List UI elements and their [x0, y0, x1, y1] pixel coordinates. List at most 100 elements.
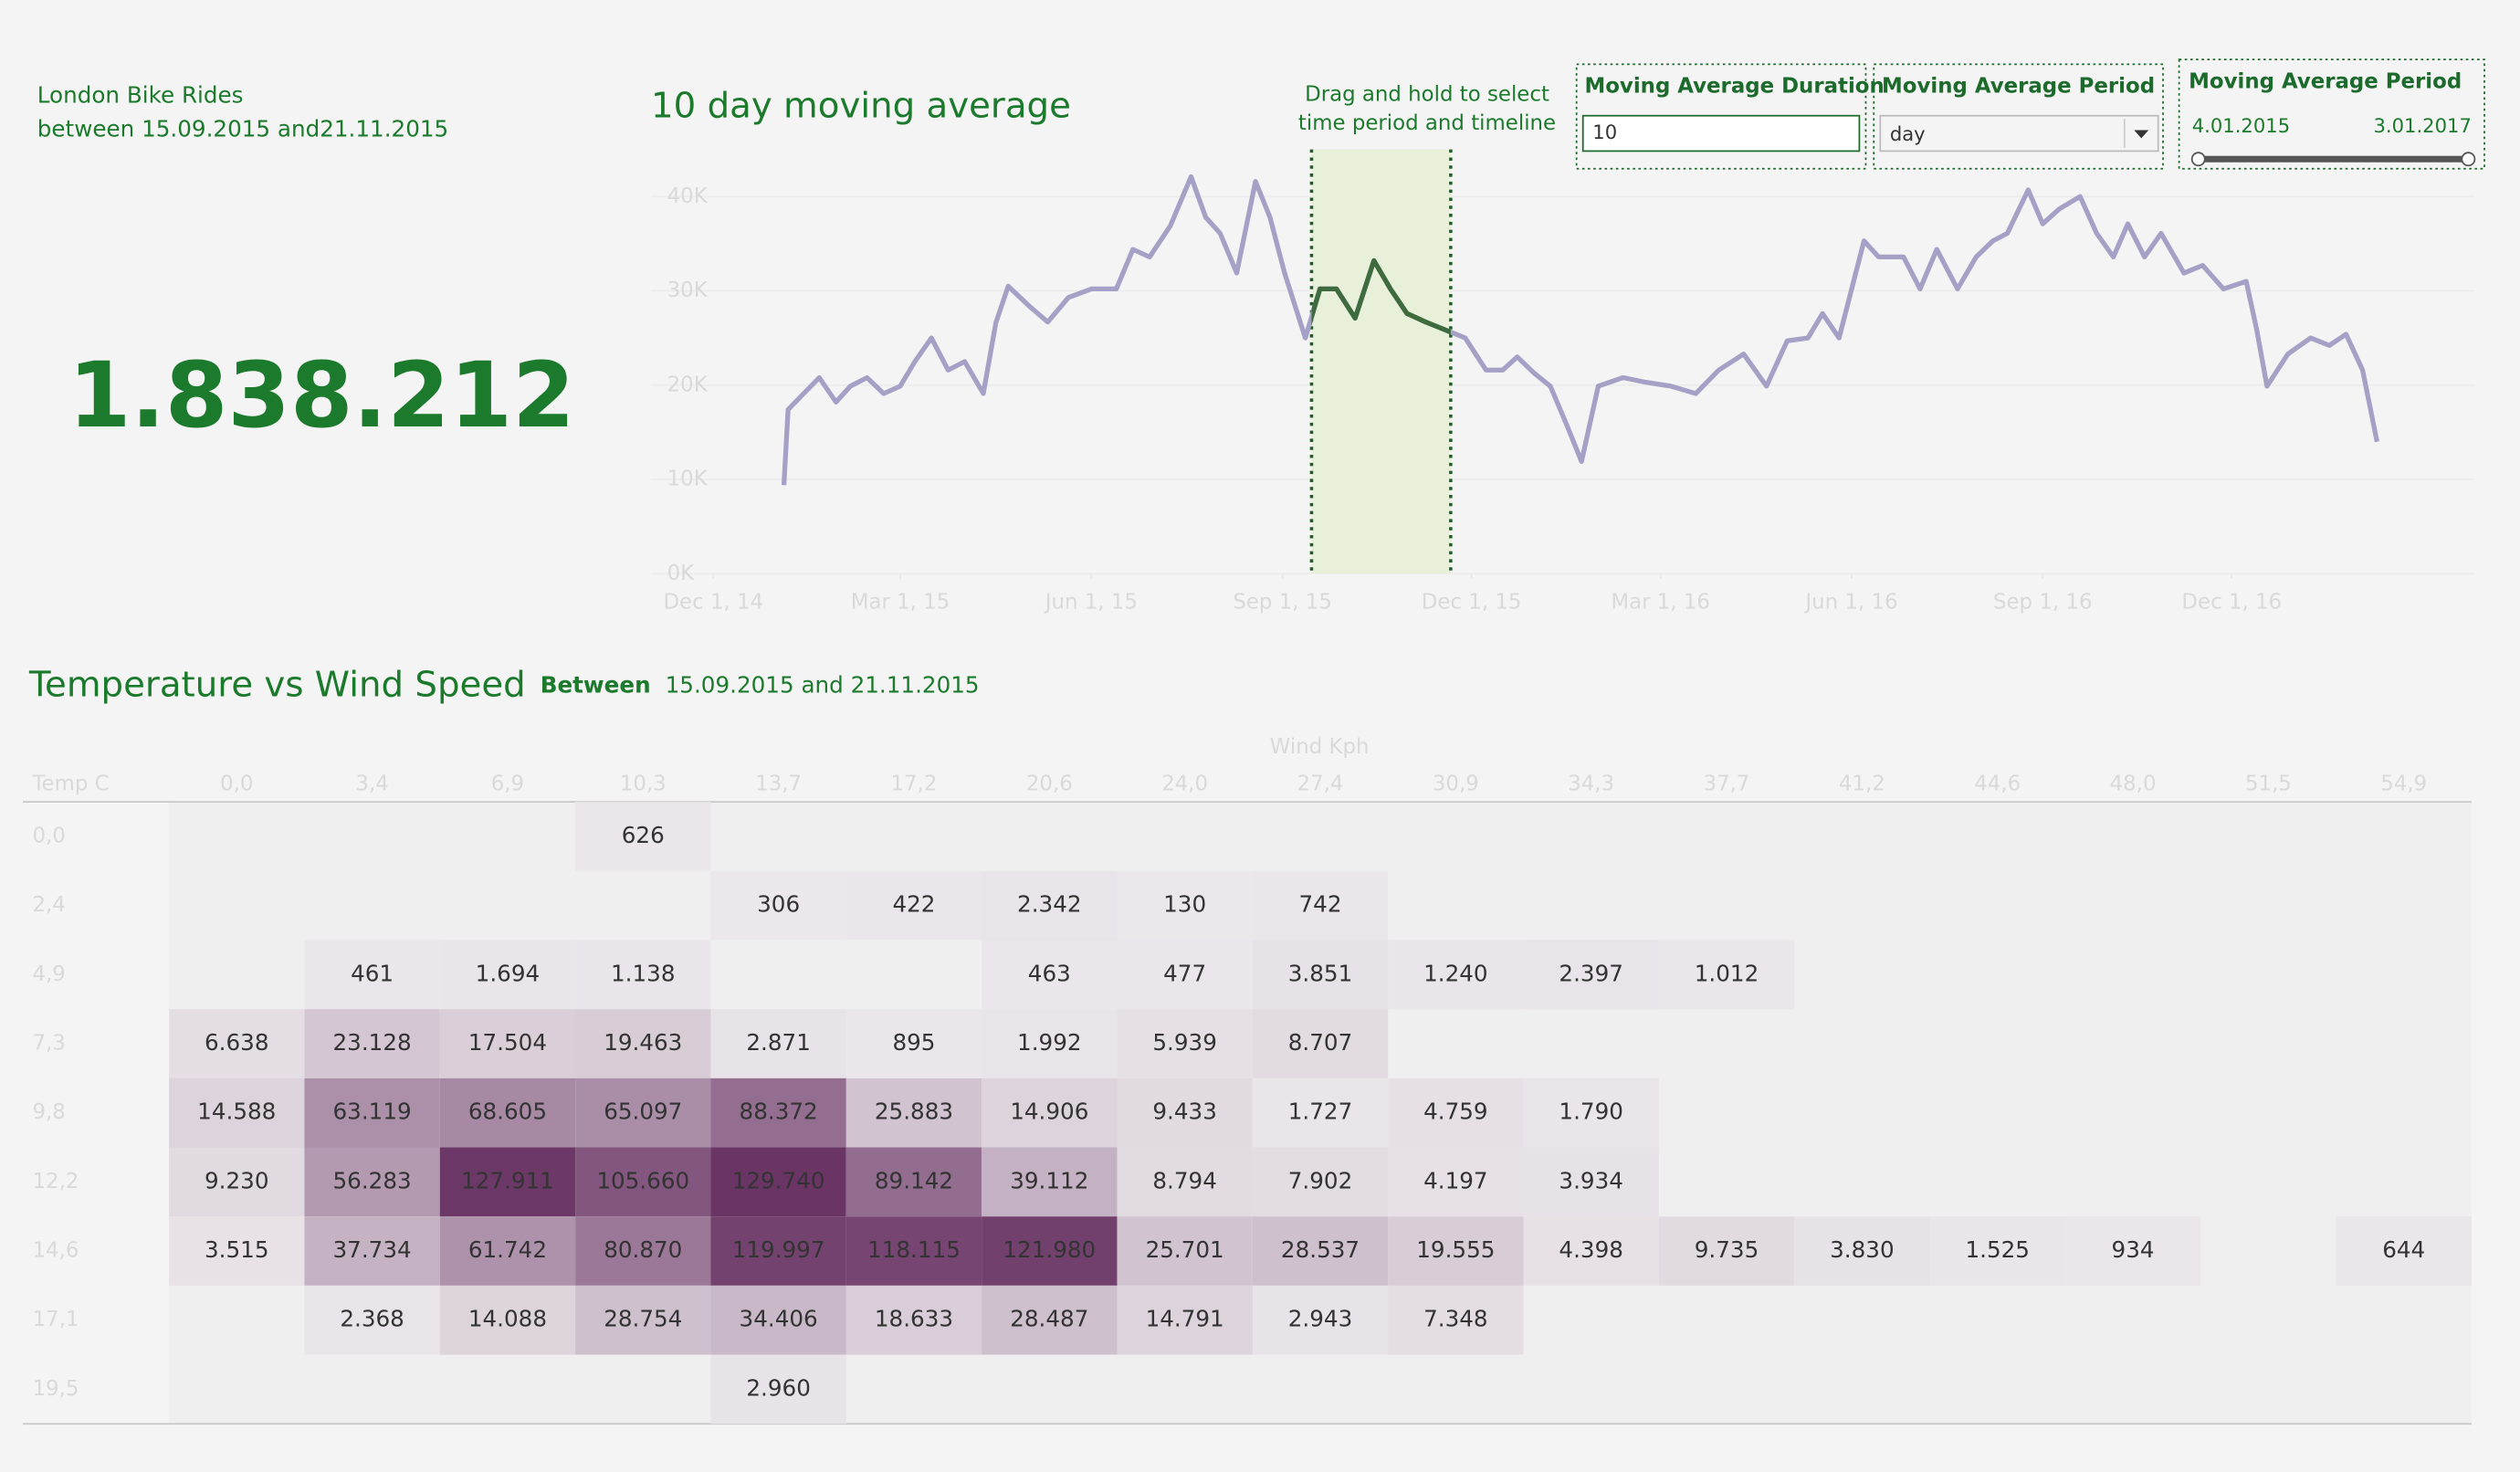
column-label: 6,9: [491, 772, 524, 795]
heatmap-cell: [982, 870, 1118, 941]
heatmap-cell: [1658, 940, 1795, 1010]
cell-label: 3.851: [1288, 960, 1353, 986]
dropdown-value[interactable]: day: [1890, 122, 1926, 145]
cell-label: 65.097: [604, 1099, 682, 1125]
selection-band: [1311, 149, 1451, 574]
heatmap-cell: [575, 1216, 711, 1286]
cell-label: 28.754: [604, 1306, 682, 1332]
x-tick-label: Sep 1, 16: [1993, 590, 2093, 614]
heatmap-cell: [304, 1285, 440, 1355]
cell-label: 1.992: [1017, 1029, 1082, 1056]
cell-label: 8.707: [1288, 1029, 1353, 1056]
cell-label: 1.138: [611, 960, 676, 986]
cell-label: 61.742: [468, 1236, 547, 1263]
heatmap-cell: [1388, 1078, 1524, 1148]
cell-label: 4.398: [1559, 1236, 1623, 1263]
cell-label: 2.368: [340, 1306, 404, 1332]
row-label: 0,0: [32, 824, 65, 847]
heatmap-cell: [1658, 1216, 1795, 1286]
cell-label: 25.701: [1146, 1236, 1224, 1263]
heatmap-cell: [1117, 870, 1253, 941]
heatmap-cell: [304, 940, 440, 1010]
x-axis-title: Wind Kph: [1270, 735, 1370, 759]
cell-label: 121.980: [1003, 1236, 1096, 1263]
duration-control: Moving Average Duration 10: [1575, 63, 1885, 170]
cell-label: 14.791: [1146, 1306, 1224, 1332]
control-box: [2178, 58, 2485, 170]
cell-label: 127.911: [461, 1167, 554, 1193]
kpi-value: 1.838.212: [68, 344, 575, 448]
cell-label: 9.433: [1152, 1099, 1217, 1125]
slider-handle[interactable]: [2190, 152, 2206, 167]
y-tick-label: 20K: [667, 373, 709, 396]
heatmap-cell: [304, 1078, 440, 1148]
heatmap-cell: [710, 870, 846, 941]
heatmap-cell: [982, 940, 1118, 1010]
cell-label: 1.790: [1559, 1099, 1623, 1125]
cell-label: 3.515: [205, 1236, 269, 1263]
heatmap-cell: [1794, 1216, 1930, 1286]
heatmap-cell: [1252, 1009, 1389, 1078]
cell-label: 56.283: [333, 1167, 412, 1193]
cell-label: 3.830: [1830, 1236, 1895, 1263]
x-tick-label: Jun 1, 15: [1044, 590, 1138, 614]
heatmap-cell: [439, 1285, 576, 1355]
range-end: 3.01.2017: [2373, 114, 2471, 137]
heatmap-cell: [1117, 940, 1253, 1010]
heatmap-cell: [1252, 1078, 1389, 1148]
heatmap-cell: [439, 1009, 576, 1078]
heatmap-cell: [1388, 1147, 1524, 1217]
heatmap-cell: [2336, 1216, 2472, 1286]
dropdown-arrow[interactable]: [2134, 130, 2149, 139]
text-input[interactable]: [1581, 114, 1861, 152]
heatmap-heading: Temperature vs Wind Speed Between 15.09.…: [28, 664, 980, 705]
heatmap-cell: [304, 1216, 440, 1286]
control-label: Moving Average Duration: [1584, 75, 1884, 99]
input-value[interactable]: 10: [1592, 121, 1617, 143]
cell-label: 5.939: [1152, 1029, 1217, 1056]
row-label: 14,6: [32, 1239, 79, 1263]
column-label: 51,5: [2245, 772, 2292, 795]
cell-label: 105.660: [596, 1167, 689, 1193]
heatmap-cell: [1252, 1147, 1389, 1217]
cell-label: 1.727: [1288, 1099, 1353, 1125]
heatmap-cell: [169, 1078, 305, 1148]
heatmap-cell: [710, 1285, 846, 1355]
heatmap-cell: [439, 940, 576, 1010]
slider-track[interactable]: [2195, 155, 2472, 163]
cell-label: 6.638: [205, 1029, 269, 1056]
x-tick-label: Dec 1, 16: [2181, 590, 2282, 614]
dropdown[interactable]: [1879, 114, 2159, 152]
column-label: 44,6: [1974, 772, 2021, 795]
heatmap-cell: [304, 1147, 440, 1217]
heatmap-cell: [575, 1078, 711, 1148]
row-label: 12,2: [32, 1170, 79, 1193]
cell-label: 68.605: [468, 1099, 547, 1125]
cell-label: 28.537: [1281, 1236, 1360, 1263]
heatmap-subtitle-label: Between: [541, 671, 651, 698]
heatmap-cell: [169, 1147, 305, 1217]
annotation: Drag and hold to select: [1305, 82, 1549, 106]
slider-handle[interactable]: [2461, 152, 2476, 167]
column-label: 27,4: [1297, 772, 1344, 795]
heatmap-cell: [982, 1285, 1118, 1355]
cell-label: 89.142: [875, 1167, 953, 1193]
heatmap-cell: [845, 870, 982, 941]
heatmap-cell: [1252, 1285, 1389, 1355]
annotation: time period and timeline: [1298, 111, 1556, 135]
range-control: Moving Average Period 4.01.2015 3.01.201…: [2178, 58, 2485, 170]
period-control: Moving Average Period day: [1873, 63, 2164, 170]
heatmap-subtitle: 15.09.2015 and 21.11.2015: [666, 671, 980, 698]
cell-label: 14.088: [468, 1306, 547, 1332]
cell-label: 129.740: [732, 1167, 825, 1193]
heatmap-cell: [169, 1216, 305, 1286]
heatmap-cell: [1117, 1009, 1253, 1078]
control-label: Moving Average Period: [1882, 75, 2155, 99]
cell-label: 14.588: [197, 1099, 276, 1125]
heatmap-cell: [982, 1147, 1118, 1217]
cell-label: 80.870: [604, 1236, 682, 1263]
heatmap-cell: [1523, 940, 1659, 1010]
cell-label: 39.112: [1010, 1167, 1088, 1193]
cell-label: 4.197: [1423, 1167, 1488, 1193]
